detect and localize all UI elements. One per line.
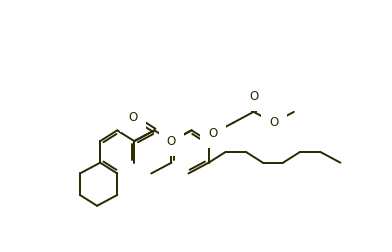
Text: O: O [249,90,258,103]
Text: O: O [128,111,137,124]
Text: O: O [167,135,176,148]
Text: O: O [269,116,278,129]
Text: O: O [209,127,218,140]
